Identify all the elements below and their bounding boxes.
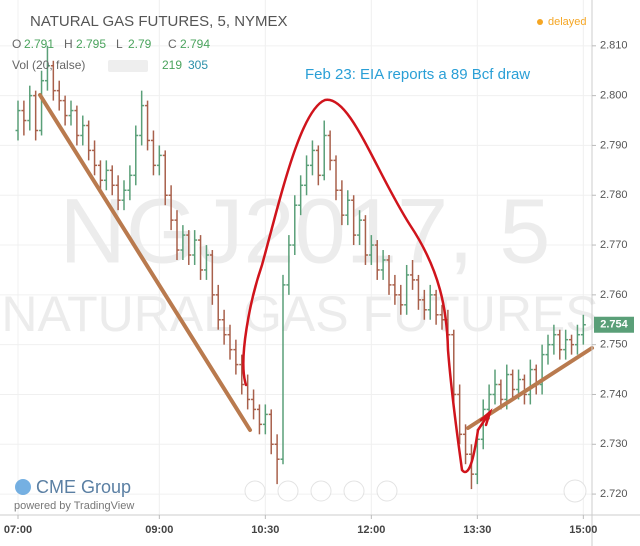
legend-label: H: [64, 37, 73, 51]
legend-value: 2.791: [24, 37, 54, 51]
y-tick-label: 2.810: [600, 40, 628, 52]
y-tick-label: 2.770: [600, 239, 628, 251]
nav-buttons: [244, 479, 587, 503]
volume-label: Vol (20, false): [12, 58, 85, 72]
y-tick-label: 2.800: [600, 90, 628, 102]
x-tick-label: 10:30: [251, 524, 279, 536]
powered-by: powered by TradingView: [14, 500, 134, 512]
x-tick-label: 12:00: [357, 524, 385, 536]
x-tick-label: 15:00: [569, 524, 597, 536]
y-tick-label: 2.720: [600, 488, 628, 500]
volume-value: 305: [188, 58, 208, 72]
price-tag-label: 2.754: [600, 319, 628, 331]
legend-label: O: [12, 37, 21, 51]
legend-value: 2.794: [180, 37, 210, 51]
chart-title: NATURAL GAS FUTURES, 5, NYMEX: [30, 13, 288, 30]
annotation: Feb 23: EIA reports a 89 Bcf draw: [305, 66, 530, 83]
y-tick-label: 2.740: [600, 388, 628, 400]
cme-logo: [15, 479, 31, 495]
brand: CME Group: [36, 477, 131, 497]
price-tag: 2.754: [594, 316, 634, 333]
trend-line: [38, 93, 252, 432]
legend-label: C: [168, 37, 177, 51]
legend-value: 2.79: [128, 37, 152, 51]
scroll-button[interactable]: [563, 479, 587, 503]
annotation-curve: [242, 98, 493, 474]
volume-controls[interactable]: [108, 60, 148, 72]
y-tick-label: 2.790: [600, 139, 628, 151]
nav-button[interactable]: [310, 480, 332, 502]
nav-button[interactable]: [244, 480, 266, 502]
x-tick-label: 09:00: [145, 524, 173, 536]
grid: [0, 0, 592, 515]
status-dot: [537, 19, 543, 25]
legend-label: L: [116, 37, 123, 51]
ticks: 2.7202.7302.7402.7502.7602.7702.7802.790…: [4, 40, 628, 536]
legend-value: 2.795: [76, 37, 106, 51]
price-tag-box: [594, 316, 634, 333]
nav-button[interactable]: [277, 480, 299, 502]
nav-button[interactable]: [343, 480, 365, 502]
x-tick-label: 13:30: [463, 524, 491, 536]
watermark-sub: NATURAL GAS FUTURES: [1, 286, 598, 342]
volume-value: 219: [162, 58, 182, 72]
y-tick-label: 2.750: [600, 339, 628, 351]
status: delayed: [548, 16, 587, 28]
y-tick-label: 2.760: [600, 289, 628, 301]
y-tick-label: 2.730: [600, 438, 628, 450]
x-tick-label: 07:00: [4, 524, 32, 536]
nav-button[interactable]: [376, 480, 398, 502]
ohlc-legend: O 2.791 H 2.795 L 2.79 C 2.794: [12, 37, 210, 51]
y-tick-label: 2.780: [600, 189, 628, 201]
watermark: NGJ2017, 5: [60, 180, 551, 282]
